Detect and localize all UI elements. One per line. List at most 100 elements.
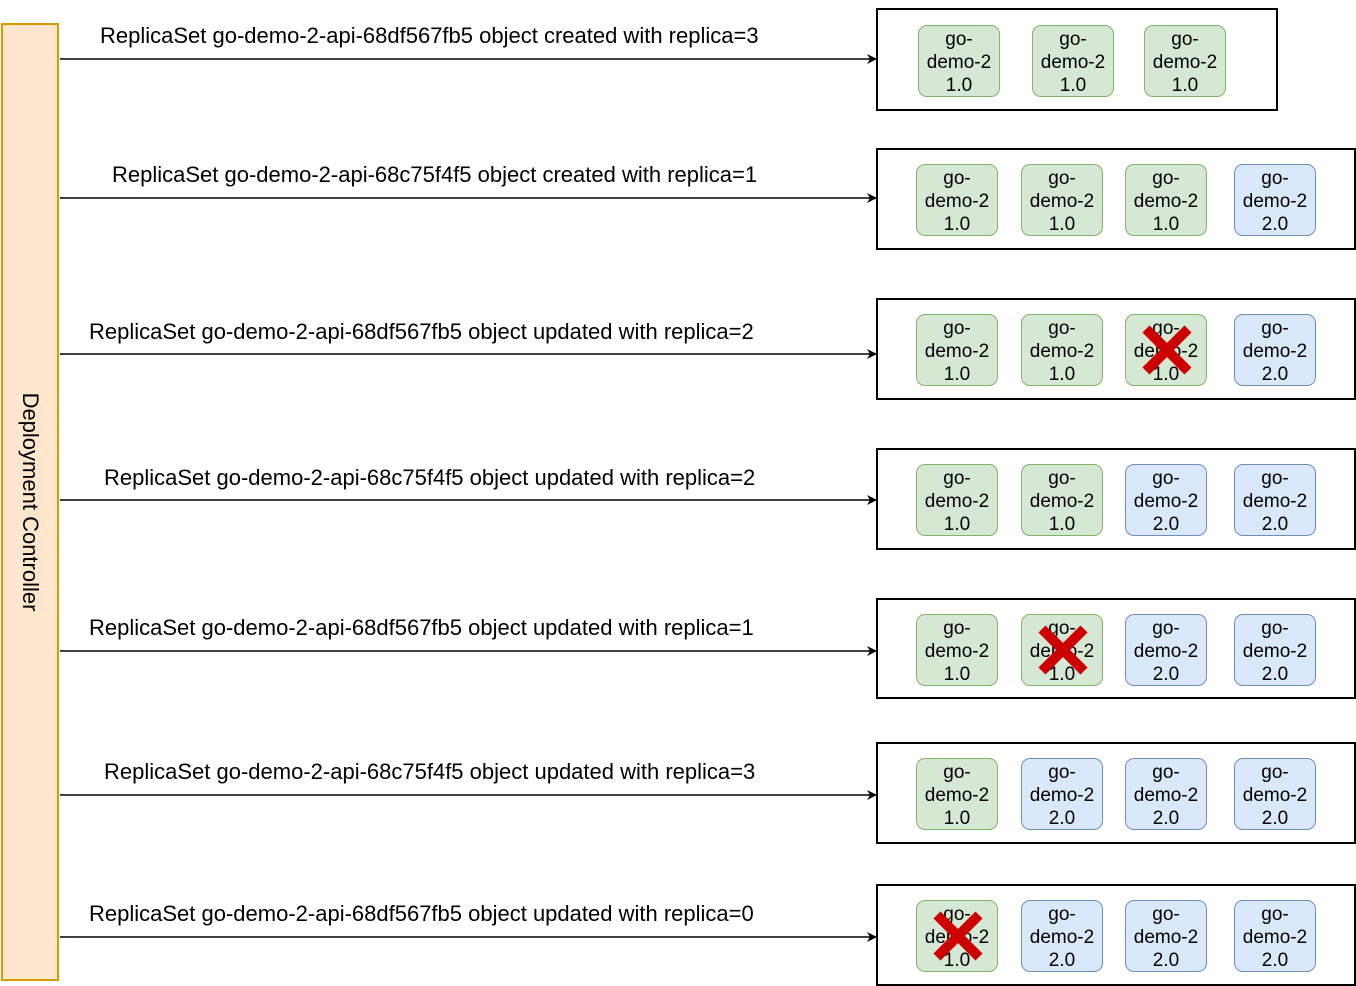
pod: go-demo-2 2.0 <box>1021 758 1103 830</box>
pod: go-demo-2 1.0 <box>918 24 1000 97</box>
pod-name-prefix: go- <box>1048 904 1076 925</box>
pod-version: 2.0 <box>1152 950 1180 971</box>
pod-version: 1.0 <box>1048 663 1076 685</box>
step-label-7: ReplicaSet go-demo-2-api-68df567fb5 obje… <box>89 901 754 926</box>
pod-name-suffix: demo-2 <box>1242 927 1308 948</box>
pod-version: 1.0 <box>1059 74 1087 96</box>
pod: go-demo-2 1.0 <box>916 758 998 830</box>
pod-version: 1.0 <box>1048 214 1076 235</box>
pod-version: 1.0 <box>943 514 971 535</box>
pod-name-suffix: demo-2 <box>1242 191 1308 212</box>
pod-name-prefix: go- <box>1261 168 1289 189</box>
pod-name-prefix: go- <box>1261 762 1289 783</box>
pod: go-demo-2 1.0 <box>916 900 998 972</box>
pod-version: 1.0 <box>945 74 973 96</box>
step-label-1: ReplicaSet go-demo-2-api-68df567fb5 obje… <box>100 23 759 48</box>
pod-name-prefix: go- <box>1152 904 1180 925</box>
pod-version: 1.0 <box>1152 214 1180 235</box>
pod: go-demo-2 1.0 <box>1125 164 1207 236</box>
pod: go-demo-2 2.0 <box>1234 900 1316 972</box>
step-label-3: ReplicaSet go-demo-2-api-68df567fb5 obje… <box>89 319 754 344</box>
replica-stage-1: go-demo-2 1.0 go-demo-2 1.0 go-demo-2 1.0 <box>876 8 1278 111</box>
pod-name-prefix: go- <box>943 318 971 339</box>
pod-version: 2.0 <box>1152 514 1180 535</box>
pod-name-prefix: go- <box>943 762 971 783</box>
pod-name-prefix: go- <box>1152 318 1180 339</box>
pod-name-prefix: go- <box>943 168 971 189</box>
pod: go-demo-2 2.0 <box>1234 758 1316 830</box>
pod-name-prefix: go- <box>1171 28 1199 50</box>
pod: go-demo-2 1.0 <box>916 613 998 686</box>
pod-name-prefix: go- <box>1048 318 1076 339</box>
step-label-5: ReplicaSet go-demo-2-api-68df567fb5 obje… <box>89 615 754 640</box>
pod-name-prefix: go- <box>1261 904 1289 925</box>
pod: go-demo-2 2.0 <box>1125 900 1207 972</box>
pod-name-suffix: demo-2 <box>1040 51 1106 73</box>
step-label-6: ReplicaSet go-demo-2-api-68c75f4f5 objec… <box>104 759 756 784</box>
pod-version: 1.0 <box>943 950 971 971</box>
pod-name-prefix: go- <box>945 28 973 50</box>
pod: go-demo-2 2.0 <box>1125 464 1207 536</box>
pod-name-suffix: demo-2 <box>1242 785 1308 806</box>
pod-name-suffix: demo-2 <box>924 785 990 806</box>
pod-name-prefix: go- <box>1152 617 1180 639</box>
pod: go-demo-2 1.0 <box>916 164 998 236</box>
replica-stage-2: go-demo-2 1.0 go-demo-2 1.0 go-demo-2 1.0 go-d… <box>876 148 1356 250</box>
replica-stage-4: go-demo-2 1.0 go-demo-2 1.0 go-demo-2 2.0 go-d… <box>876 448 1356 550</box>
step-label-2: ReplicaSet go-demo-2-api-68c75f4f5 objec… <box>112 162 758 187</box>
pod-version: 2.0 <box>1152 663 1180 685</box>
pod-name-suffix: demo-2 <box>1133 491 1199 512</box>
replica-stage-3: go-demo-2 1.0 go-demo-2 1.0 go-demo-2 1.0 go-d… <box>876 298 1356 400</box>
pod-name-prefix: go- <box>943 468 971 489</box>
pod-name-suffix: demo-2 <box>1133 927 1199 948</box>
pod-name-prefix: go- <box>1048 762 1076 783</box>
pod-version: 1.0 <box>1048 364 1076 385</box>
pod-version: 1.0 <box>943 808 971 829</box>
pod-name-prefix: go- <box>1152 168 1180 189</box>
step-label-4: ReplicaSet go-demo-2-api-68c75f4f5 objec… <box>104 465 756 490</box>
pod-name-suffix: demo-2 <box>1242 341 1308 362</box>
replica-stage-6: go-demo-2 1.0 go-demo-2 2.0 go-demo-2 2.0 go-d… <box>876 742 1356 844</box>
pod-version: 1.0 <box>1152 364 1180 385</box>
pod: go-demo-2 2.0 <box>1125 613 1207 686</box>
pod-version: 1.0 <box>1048 514 1076 535</box>
pod: go-demo-2 1.0 <box>1021 613 1103 686</box>
pod: go-demo-2 2.0 <box>1234 613 1316 686</box>
pod-name-suffix: demo-2 <box>1133 785 1199 806</box>
pod-version: 2.0 <box>1261 663 1289 685</box>
pod: go-demo-2 1.0 <box>916 464 998 536</box>
pod-name-prefix: go- <box>1152 762 1180 783</box>
replica-stage-5: go-demo-2 1.0 go-demo-2 1.0 go-demo-2 2.0 go-d… <box>876 598 1356 699</box>
pod: go-demo-2 1.0 <box>1125 314 1207 386</box>
pod-name-suffix: demo-2 <box>1133 191 1199 212</box>
pod-name-prefix: go- <box>1059 28 1087 50</box>
pod-name-prefix: go- <box>1048 468 1076 489</box>
pod: go-demo-2 1.0 <box>1032 24 1114 97</box>
pod-name-suffix: demo-2 <box>1152 51 1218 73</box>
pod-version: 2.0 <box>1152 808 1180 829</box>
pod-version: 2.0 <box>1261 214 1289 235</box>
pod-name-suffix: demo-2 <box>924 491 990 512</box>
pod-name-suffix: demo-2 <box>924 927 990 948</box>
pod-version: 1.0 <box>1171 74 1199 96</box>
pod-name-suffix: demo-2 <box>1242 491 1308 512</box>
pod-name-suffix: demo-2 <box>1133 640 1199 662</box>
pod-name-suffix: demo-2 <box>1029 640 1095 662</box>
pod-name-suffix: demo-2 <box>924 191 990 212</box>
pod: go-demo-2 2.0 <box>1234 314 1316 386</box>
pod-version: 2.0 <box>1261 364 1289 385</box>
pod: go-demo-2 2.0 <box>1234 464 1316 536</box>
pod-version: 1.0 <box>943 663 971 685</box>
pod: go-demo-2 2.0 <box>1021 900 1103 972</box>
pod: go-demo-2 1.0 <box>1021 164 1103 236</box>
pod-name-prefix: go- <box>1048 617 1076 639</box>
pod: go-demo-2 1.0 <box>1144 24 1226 97</box>
pod-name-suffix: demo-2 <box>1029 927 1095 948</box>
deployment-controller: Deployment Controller <box>1 23 59 981</box>
replica-stage-7: go-demo-2 1.0 go-demo-2 2.0 go-demo-2 2.0 go-d… <box>876 884 1356 986</box>
pod-name-suffix: demo-2 <box>924 341 990 362</box>
pod-name-suffix: demo-2 <box>1029 341 1095 362</box>
pod-version: 1.0 <box>943 214 971 235</box>
